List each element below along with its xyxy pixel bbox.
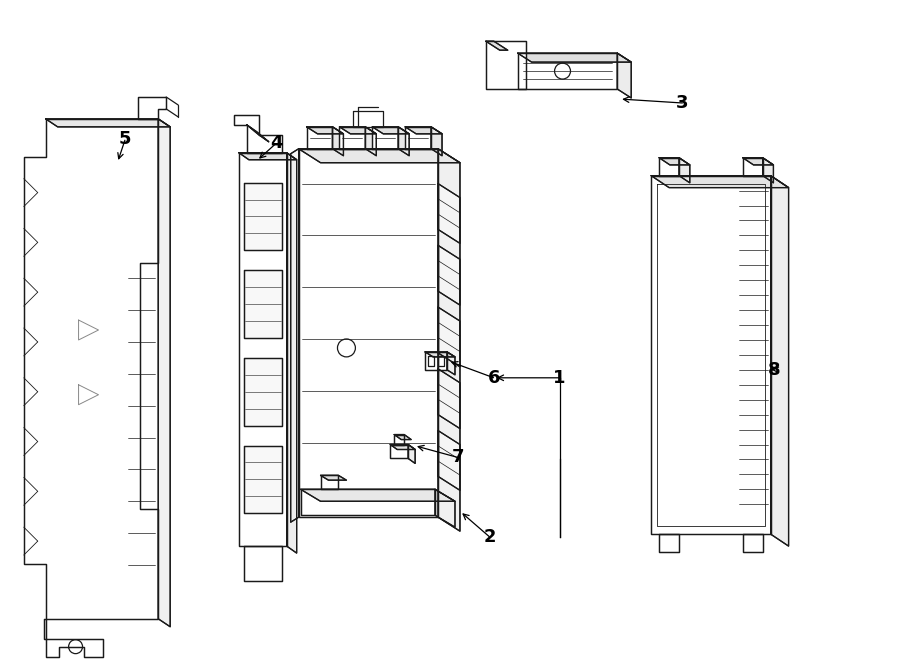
Polygon shape	[679, 158, 689, 183]
Polygon shape	[659, 158, 689, 165]
Polygon shape	[354, 111, 383, 127]
Polygon shape	[339, 127, 376, 134]
Polygon shape	[447, 352, 455, 375]
Polygon shape	[425, 352, 447, 370]
Polygon shape	[762, 158, 773, 183]
Polygon shape	[291, 149, 299, 522]
Polygon shape	[301, 489, 455, 501]
Polygon shape	[244, 546, 282, 581]
Polygon shape	[373, 127, 410, 134]
Polygon shape	[391, 444, 409, 459]
Text: 2: 2	[483, 528, 496, 546]
Text: 4: 4	[271, 134, 283, 152]
Polygon shape	[158, 119, 170, 627]
Polygon shape	[394, 434, 404, 444]
Text: 3: 3	[676, 94, 688, 112]
Polygon shape	[247, 125, 269, 142]
Polygon shape	[659, 534, 679, 552]
Polygon shape	[238, 153, 297, 160]
Polygon shape	[299, 149, 438, 517]
Polygon shape	[409, 444, 415, 463]
Polygon shape	[394, 434, 411, 440]
Polygon shape	[373, 127, 398, 149]
Polygon shape	[139, 97, 166, 119]
Text: 6: 6	[488, 369, 500, 387]
Polygon shape	[486, 41, 526, 89]
Polygon shape	[659, 158, 679, 175]
Polygon shape	[405, 127, 431, 149]
Polygon shape	[438, 307, 460, 367]
Polygon shape	[486, 41, 508, 50]
Polygon shape	[518, 53, 631, 62]
Text: 1: 1	[554, 369, 566, 387]
Polygon shape	[742, 534, 762, 552]
Polygon shape	[238, 153, 287, 546]
Polygon shape	[391, 444, 415, 449]
Polygon shape	[307, 127, 332, 149]
Polygon shape	[244, 446, 282, 513]
Polygon shape	[518, 53, 617, 89]
Text: 7: 7	[452, 448, 464, 467]
Polygon shape	[23, 119, 158, 619]
Polygon shape	[652, 175, 770, 534]
Polygon shape	[307, 127, 344, 134]
Polygon shape	[365, 127, 376, 156]
Polygon shape	[320, 475, 346, 480]
Polygon shape	[301, 489, 435, 515]
Polygon shape	[742, 158, 773, 165]
Polygon shape	[320, 475, 338, 489]
Polygon shape	[244, 358, 282, 426]
Polygon shape	[299, 149, 460, 163]
Polygon shape	[287, 153, 297, 553]
Polygon shape	[398, 127, 410, 156]
Polygon shape	[438, 369, 460, 428]
Polygon shape	[405, 127, 442, 134]
Polygon shape	[46, 119, 170, 127]
Polygon shape	[44, 619, 104, 657]
Polygon shape	[339, 127, 365, 149]
Polygon shape	[652, 175, 788, 187]
Polygon shape	[431, 127, 442, 156]
Polygon shape	[617, 53, 631, 98]
Polygon shape	[234, 115, 282, 153]
Polygon shape	[435, 489, 455, 527]
Polygon shape	[438, 183, 460, 244]
Polygon shape	[244, 183, 282, 250]
Polygon shape	[770, 175, 788, 546]
Polygon shape	[438, 246, 460, 305]
Polygon shape	[332, 127, 344, 156]
Polygon shape	[742, 158, 762, 175]
Polygon shape	[425, 352, 455, 357]
Text: 5: 5	[119, 130, 131, 148]
Polygon shape	[244, 270, 282, 338]
Text: 8: 8	[769, 361, 781, 379]
Polygon shape	[438, 149, 460, 531]
Polygon shape	[438, 430, 460, 491]
